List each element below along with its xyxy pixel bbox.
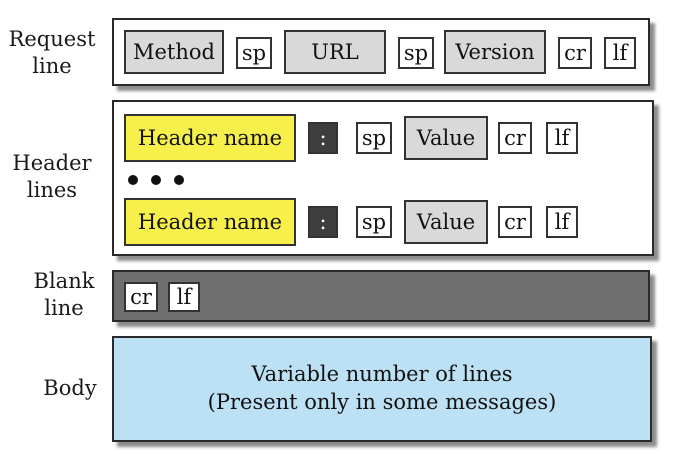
cr-field: cr (498, 122, 532, 154)
cr-field: cr (498, 206, 532, 238)
value-field: Value (404, 200, 488, 244)
body-label-text: Body (43, 376, 97, 400)
dot (128, 175, 138, 185)
colon-field: : (308, 122, 338, 154)
header-name-field: Header name (124, 198, 296, 246)
method-field: Method (124, 30, 224, 74)
blank-line-label-1: Blank (33, 269, 95, 293)
request-line-label-2: line (32, 54, 72, 78)
request-line-box: Method sp URL sp Version cr lf (112, 18, 650, 86)
cr-field: cr (124, 282, 158, 312)
body-line-1: Variable number of lines (251, 362, 513, 386)
blank-line-box: cr lf (112, 270, 650, 322)
request-line-label: Request line (2, 26, 102, 80)
colon-field: : (308, 206, 338, 238)
header-lines-label-2: lines (26, 178, 78, 202)
sp-field: sp (356, 122, 392, 154)
sp-field: sp (236, 37, 272, 69)
request-line-label-1: Request (8, 27, 96, 51)
dot (151, 175, 161, 185)
version-field: Version (444, 30, 546, 74)
body-text: Variable number of lines (Present only i… (114, 360, 650, 416)
blank-line-label: Blank line (14, 268, 114, 322)
header-name-field: Header name (124, 114, 296, 162)
lf-field: lf (546, 122, 578, 154)
header-lines-label: Header lines (2, 150, 102, 204)
value-field: Value (404, 116, 488, 160)
url-field: URL (284, 30, 386, 74)
sp-field: sp (356, 206, 392, 238)
lf-field: lf (168, 282, 200, 312)
dot (174, 175, 184, 185)
body-box: Variable number of lines (Present only i… (112, 336, 652, 442)
header-lines-label-1: Header (12, 151, 92, 175)
lf-field: lf (546, 206, 578, 238)
body-line-2: (Present only in some messages) (207, 390, 557, 414)
blank-line-label-2: line (44, 296, 84, 320)
header-lines-box: Header name : sp Value cr lf Header name… (112, 100, 654, 256)
body-label: Body (20, 375, 120, 402)
sp-field: sp (398, 37, 434, 69)
ellipsis-dots (128, 175, 184, 185)
lf-field: lf (604, 37, 636, 69)
cr-field: cr (558, 37, 592, 69)
